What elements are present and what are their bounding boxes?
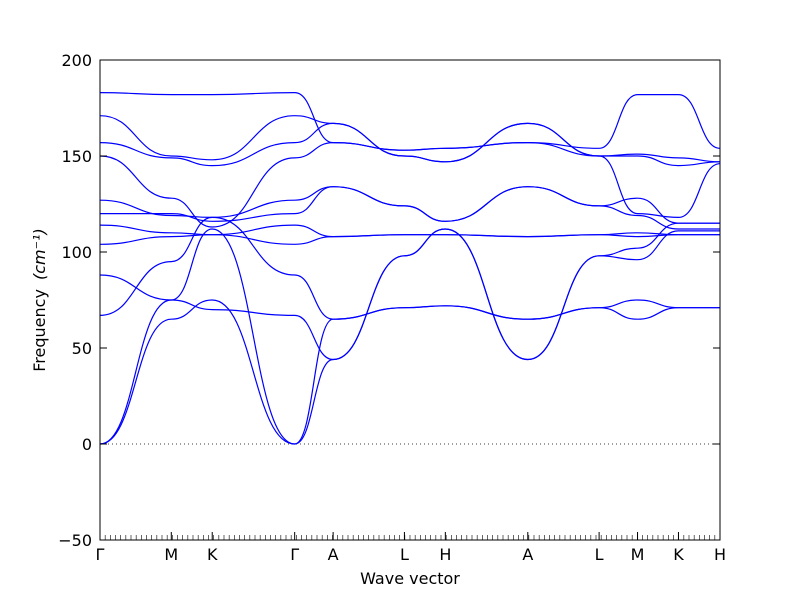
- y-axis-unit: (cm⁻¹): [30, 228, 49, 280]
- axes-layer: [99, 59, 721, 541]
- series-line-6: [99, 224, 720, 238]
- x-tick-label: H: [714, 545, 726, 564]
- series-line-2: [99, 228, 720, 445]
- series-line-4: [99, 228, 720, 361]
- x-tick-label: K: [673, 545, 684, 564]
- x-tick-label: H: [439, 545, 451, 564]
- x-axis-label: Wave vector: [360, 569, 460, 588]
- series-layer: [99, 91, 721, 445]
- y-tick-label: 200: [61, 51, 92, 70]
- y-tick-label: 150: [61, 147, 92, 166]
- x-tick-label: M: [164, 545, 178, 564]
- y-tick-label: 50: [72, 339, 92, 358]
- series-line-12: [99, 91, 721, 151]
- series-line-3: [99, 216, 720, 320]
- x-tick-label: A: [522, 545, 533, 564]
- series-line-7: [100, 186, 720, 230]
- labels-layer: −50 0 50 100 150 200 Γ M K Γ A L H A L M K H: [58, 51, 726, 564]
- x-tick-label: K: [207, 545, 218, 564]
- y-axis-label-text: Frequency: [30, 289, 49, 372]
- y-axis-label: Frequency (cm⁻¹): [30, 228, 49, 371]
- x-tick-label: Γ: [96, 545, 105, 564]
- x-tick-label: M: [631, 545, 645, 564]
- x-tick-label: Γ: [290, 545, 299, 564]
- x-tick-label: L: [400, 545, 409, 564]
- y-tick-label: 0: [82, 435, 92, 454]
- plot-frame: [99, 59, 721, 541]
- x-tick-label: L: [595, 545, 604, 564]
- y-tick-label: −50: [58, 531, 92, 550]
- y-tick-label: 100: [61, 243, 92, 262]
- series-line-8: [99, 186, 720, 224]
- series-line-11: [99, 115, 721, 163]
- x-tick-label: A: [328, 545, 339, 564]
- series-line-1: [99, 222, 720, 445]
- series-line-10: [99, 122, 721, 167]
